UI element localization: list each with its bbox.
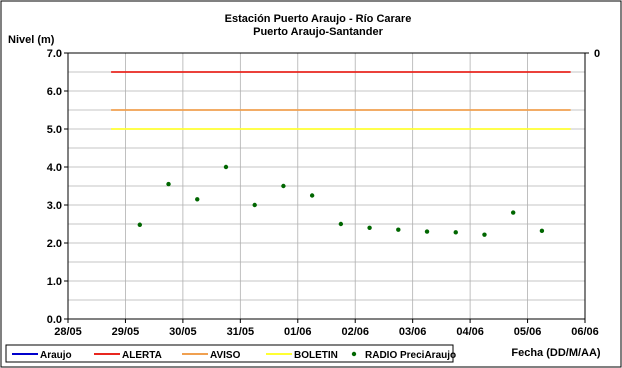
- chart-title: Estación Puerto Araujo - Río Carare: [225, 13, 412, 25]
- legend: Araujo ALERTA AVISO BOLETIN RADIO PreciAraujo: [5, 344, 456, 363]
- data-point-radio: [338, 221, 344, 227]
- chart-subtitle: Puerto Araujo-Santander: [253, 26, 383, 38]
- x-tick-label: 31/05: [227, 326, 255, 338]
- y-tick-label: 2.0: [47, 238, 62, 250]
- plot-area: 0.0 1.0 2.0 3.0 4.0 5.0 6.0 7.0 0 28/05 29/05 30/05…: [47, 48, 600, 338]
- data-point-radio: [252, 202, 257, 208]
- legend-araujo-label: Araujo: [40, 350, 72, 361]
- x-tick-label: 05/06: [514, 326, 542, 338]
- data-point-radio: [424, 229, 430, 234]
- y2-tick-label: 0: [594, 48, 600, 60]
- data-point-radio: [281, 183, 286, 189]
- data-point-radio: [137, 222, 143, 227]
- y-tick-label: 1.0: [47, 276, 62, 288]
- x-tick-label: 01/06: [284, 326, 312, 338]
- data-point-radio: [482, 232, 487, 237]
- data-point-radio: [223, 164, 229, 170]
- y-tick-label: 7.0: [47, 48, 62, 60]
- data-point-radio: [309, 193, 315, 198]
- y-tick-label: 6.0: [47, 86, 62, 98]
- x-tick-label: 04/06: [456, 326, 484, 338]
- data-point-radio: [166, 181, 171, 187]
- x-tick-label: 03/06: [399, 326, 427, 338]
- y-tick-label: 5.0: [47, 124, 62, 136]
- legend-radio-swatch: [351, 351, 357, 357]
- x-tick-label: 02/06: [341, 326, 369, 338]
- data-point-radio: [367, 225, 372, 230]
- x-tick-label: 29/05: [112, 326, 140, 338]
- x-axis-label: Fecha (DD/M/AA): [511, 347, 601, 359]
- legend-radio-label: RADIO: [365, 350, 397, 361]
- x-tick-label: 28/05: [54, 326, 82, 338]
- data-point-radio: [396, 227, 401, 232]
- legend-preciaraujo-label: PreciAraujo: [400, 350, 456, 361]
- x-tick-label: 06/06: [571, 326, 599, 338]
- legend-alerta-label: ALERTA: [122, 350, 162, 361]
- data-point-radio: [510, 210, 516, 215]
- y-tick-label: 4.0: [47, 162, 62, 174]
- legend-boletin-label: BOLETIN: [294, 350, 338, 361]
- legend-box: [5, 344, 454, 363]
- x-tick-label: 30/05: [169, 326, 197, 338]
- data-point-radio: [539, 228, 545, 234]
- data-point-radio: [453, 230, 458, 235]
- legend-aviso-label: AVISO: [210, 350, 241, 361]
- y-tick-label: 3.0: [47, 200, 62, 212]
- y-tick-label: 0.0: [47, 314, 62, 326]
- data-point-radio: [195, 197, 200, 202]
- plot-border: [67, 52, 586, 320]
- y-axis-label: Nivel (m): [8, 34, 55, 46]
